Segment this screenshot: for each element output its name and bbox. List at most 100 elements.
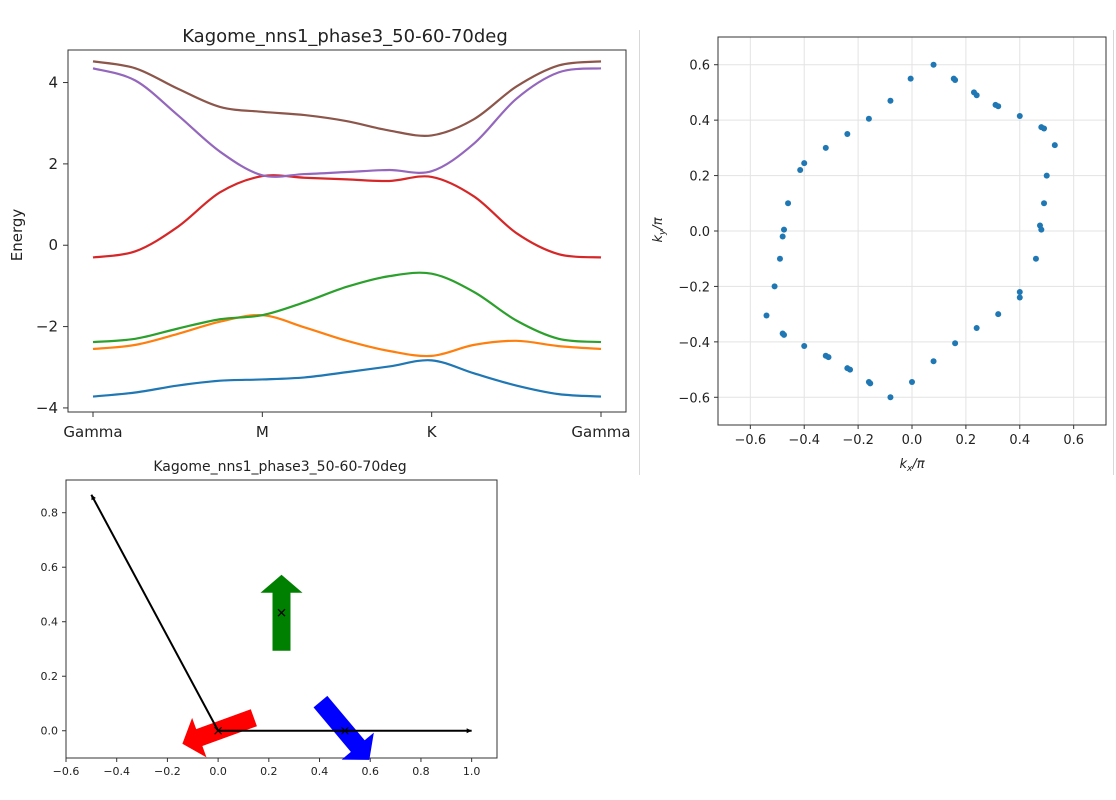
scatter-point [844,131,851,137]
spin-arrow-1 [313,695,374,760]
chart-title: Kagome_nns1_phase3_50-60-70deg [153,459,406,475]
scatter-point [801,160,808,167]
band-line-4 [92,67,602,178]
scatter-point [1016,288,1023,295]
scatter-point [887,394,894,401]
scatter-point [973,92,980,99]
divider-right [1113,30,1114,475]
scatter-point [1016,294,1023,301]
y-tick-label: 0.2 [41,670,59,683]
spin-arrow-0 [182,709,257,758]
scatter-point [995,103,1002,110]
x-tick-label: −0.6 [735,433,767,448]
x-axis-label: kx/π [899,457,924,474]
band-line-1 [92,313,602,358]
y-tick-label: 0.0 [41,725,59,738]
scatter-point [801,343,808,350]
divider [639,30,640,475]
scatter-point [797,167,804,174]
scatter-point [1032,255,1039,262]
x-tick-label: −0.2 [154,765,181,778]
scatter-point [973,325,980,331]
scatter-point [909,379,915,386]
y-tick-label: 0.4 [689,114,710,129]
scatter-point [847,366,854,373]
x-tick-label: Gamma [571,423,630,441]
band-line-0 [92,359,602,398]
x-tick-label: 0.0 [902,433,923,448]
x-tick-label: Gamma [63,423,122,441]
scatter-point [995,311,1002,318]
site-marker [340,726,349,735]
fermi-surface-chart: −0.6 −0.4 −0.2 0.0 0.2 0.4 0.6 0.6 0.4 0.2 0.0 −0.2… [651,36,1107,474]
scatter-point [825,354,832,361]
scatter-point [952,340,959,347]
scatter-point [1041,125,1048,132]
scatter-point [822,144,829,151]
y-tick-label: 0.0 [689,225,710,240]
scatter-point [771,283,778,290]
band-line-2 [92,271,602,344]
scatter-point [865,115,872,122]
y-tick-label: −0.4 [678,336,710,351]
x-tick-label: 0.6 [1063,433,1084,448]
lattice-vector-1 [90,494,219,732]
x-tick-label: −0.6 [53,765,80,778]
scatter-point [763,312,770,319]
x-tick-label: 0.2 [956,433,977,448]
band-line-3 [92,174,602,259]
scatter-point [930,61,937,68]
scatter-point [1041,200,1048,207]
y-tick-label: 0.6 [689,59,710,74]
scatter-point [779,233,786,240]
scatter-point [887,97,894,104]
x-tick-label: 0.8 [412,765,430,778]
site-marker [277,608,286,617]
scatter-point [1016,112,1023,119]
scatter-point [1038,226,1045,233]
y-axis-label: ky/π [651,217,668,242]
x-tick-label: 0.4 [1009,433,1030,448]
x-tick-label: −0.4 [788,433,820,448]
y-tick-label: 0.6 [41,561,59,574]
y-tick-label: 4 [48,74,58,92]
plot-frame [67,49,627,413]
y-tick-label: 0.4 [41,616,59,629]
grid [718,37,1106,425]
x-tick-label: 0.0 [209,765,227,778]
band-structure-chart: Kagome_nns1_phase3_50-60-70deg Energy 4 2… [8,26,631,441]
plot-frame [65,479,498,759]
scatter-point [781,226,788,233]
x-tick-label: 0.4 [311,765,329,778]
y-tick-label: 2 [48,155,58,173]
y-tick-label: 0.8 [41,507,59,520]
scatter-point [1051,142,1058,149]
scatter-point [930,358,937,365]
lattice-vector-head-1 [91,494,96,501]
scatter-point [907,75,914,82]
x-tick-label: 0.2 [260,765,278,778]
lattice-vector-head-0 [466,728,472,734]
y-tick-label: 0.2 [689,170,710,185]
x-tick-label: 0.6 [361,765,379,778]
scatter-point [785,200,792,207]
x-tick-label: −0.2 [842,433,874,448]
x-tick-label: −0.4 [103,765,130,778]
y-tick-label: −0.6 [678,391,710,406]
y-axis-label: Energy [8,209,26,262]
x-tick-label: M [256,423,269,441]
spin-config-chart: Kagome_nns1_phase3_50-60-70deg −0.6 −0.4 −… [41,459,498,778]
y-tick-label: 0 [48,236,58,254]
scatter-point [1043,172,1050,179]
x-tick-label: K [427,423,438,441]
scatter-point [776,255,783,262]
site-marker [214,726,223,735]
chart-title: Kagome_nns1_phase3_50-60-70deg [182,26,508,47]
y-tick-label: −0.2 [678,280,710,295]
x-tick-label: 1.0 [463,765,481,778]
band-line-5 [92,60,602,137]
y-tick-label: −2 [36,318,58,336]
scatter-point [867,380,874,387]
y-tick-label: −4 [36,399,58,417]
scatter-point [952,76,959,83]
